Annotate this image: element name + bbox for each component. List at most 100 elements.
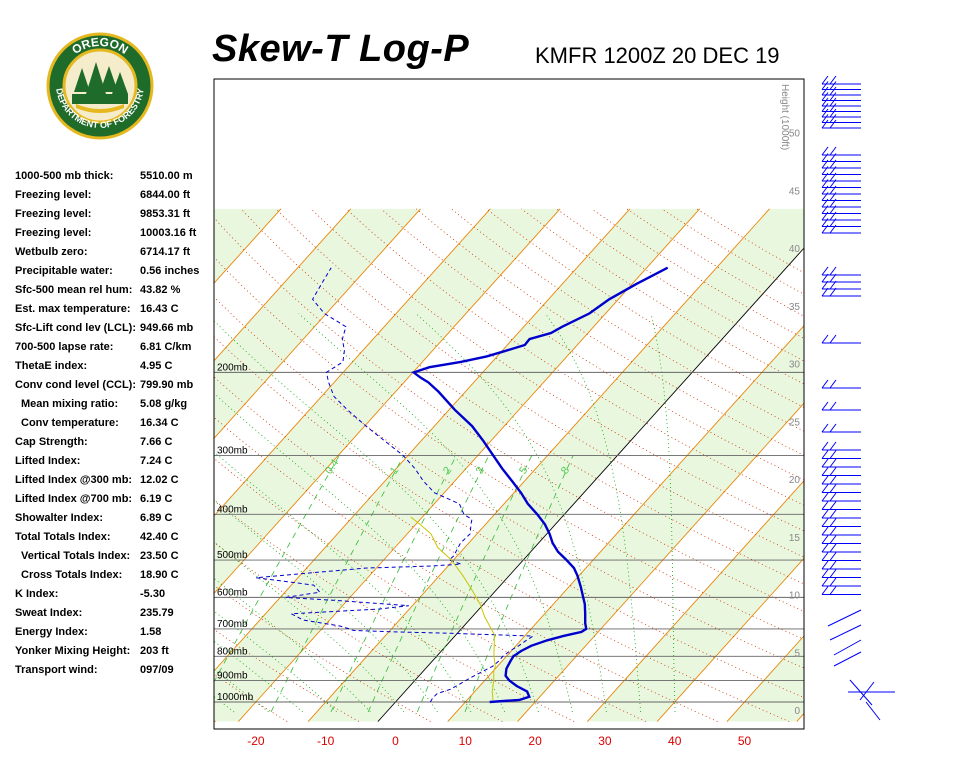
wind-barb-flag <box>821 198 829 208</box>
temperature-bands <box>214 79 804 729</box>
wind-barb-flag <box>821 586 829 595</box>
wind-barb-flag <box>821 153 829 162</box>
index-row: Freezing level: 6844.00 ft <box>15 187 205 206</box>
mixing-ratio-label: 1 <box>388 465 401 477</box>
wind-barb-flag <box>829 86 837 96</box>
x-tick-label: 10 <box>459 734 473 748</box>
wind-barb-flag <box>829 192 837 201</box>
wind-barb-flag <box>829 211 837 221</box>
isotherm-line <box>214 208 352 362</box>
wind-barb <box>859 681 875 701</box>
isobar-label: 600mb <box>217 587 248 598</box>
wind-barb-flag <box>829 172 837 182</box>
index-value: 5510.00 m <box>140 170 193 182</box>
wind-barb-flag <box>829 569 837 578</box>
wind-barb-flag <box>821 75 829 85</box>
height-tick-label: 20 <box>789 475 801 486</box>
x-tick-label: 40 <box>668 734 682 748</box>
wind-barb-flag <box>821 467 829 476</box>
wind-barb-flag <box>821 334 829 344</box>
wind-barb-flag <box>829 509 837 519</box>
wind-barb-flag <box>821 577 829 587</box>
wind-barb-flag <box>829 280 837 290</box>
height-tick-label: 40 <box>789 244 801 255</box>
mixing-ratio-line <box>214 455 340 683</box>
index-value: 6.19 C <box>140 493 173 505</box>
isotherm-line <box>796 712 804 722</box>
index-value: 7.66 C <box>140 436 173 448</box>
dry-adiabat <box>214 457 646 722</box>
height-tick-label: 45 <box>789 186 801 197</box>
wind-barb-flag <box>829 159 837 169</box>
height-tick-label: 10 <box>789 591 801 602</box>
wind-barb-flag <box>821 569 829 578</box>
index-value: 16.43 C <box>140 303 179 315</box>
wind-barb-flag <box>829 543 837 553</box>
index-label: Freezing level: <box>15 189 92 201</box>
wind-barb-flag <box>829 97 837 107</box>
isotherm-line <box>447 324 804 722</box>
isotherm-line <box>214 208 491 517</box>
isobar-label: 700mb <box>217 619 248 630</box>
x-tick-label: -10 <box>317 734 335 748</box>
index-row: Lifted Index: 7.24 C <box>15 453 205 472</box>
index-label: Lifted Index @300 mb: <box>15 474 133 486</box>
index-value: 43.82 % <box>140 284 181 296</box>
dry-adiabat <box>214 541 503 722</box>
wind-barb-flag <box>829 586 837 595</box>
mixing-ratio-label: 2 <box>441 465 454 477</box>
plot-frame <box>213 78 805 730</box>
wind-barb-flag <box>821 103 829 112</box>
mixing-ratio-line <box>464 455 574 713</box>
index-value: 18.90 C <box>140 569 179 581</box>
wind-barb-flag <box>821 179 829 188</box>
chart-grid <box>0 208 804 722</box>
index-row: Precipitable water: 0.56 inches <box>15 263 205 282</box>
wind-barb-flag <box>821 484 829 493</box>
wind-barb-flag <box>829 379 837 389</box>
dry-adiabat <box>310 208 804 532</box>
index-row: Vertical Totals Index: 23.50 C <box>15 548 205 567</box>
index-label: Mean mixing ratio: <box>21 398 119 410</box>
index-row: Showalter Index: 6.89 C <box>15 510 205 529</box>
wind-barb-flag <box>829 334 837 344</box>
mixing-ratio-line <box>416 455 533 713</box>
index-row: Freezing level: 9853.31 ft <box>15 206 205 225</box>
wind-barb-flag <box>821 560 829 570</box>
wind-barb-flag <box>829 114 837 123</box>
index-row: Transport wind: 097/09 <box>15 662 205 681</box>
height-tick-label: 25 <box>789 417 801 428</box>
stability-indices-panel: 1000-500 mb thick: 5510.00 m Freezing leve… <box>15 168 205 681</box>
index-label: Precipitable water: <box>15 265 113 277</box>
index-row: Sweat Index: 235.79 <box>15 605 205 624</box>
index-label: Sweat Index: <box>15 607 83 619</box>
height-tick-label: 5 <box>794 648 800 659</box>
wind-barb-flag <box>821 450 829 459</box>
wind-barb-flag <box>821 509 829 519</box>
isotherm-line <box>656 557 804 722</box>
index-value: 4.95 C <box>140 360 173 372</box>
wind-barb-flag <box>821 526 829 536</box>
isotherm-line <box>0 209 72 722</box>
index-row: Lifted Index @300 mb: 12.02 C <box>15 472 205 491</box>
index-row: Lifted Index @700 mb: 6.19 C <box>15 491 205 510</box>
isotherm-line <box>0 209 141 722</box>
wind-barb-flag <box>821 401 829 411</box>
mixing-ratio-line <box>270 455 405 713</box>
dry-adiabat <box>214 376 790 722</box>
wind-barb-flag <box>829 526 837 536</box>
wind-barb-flag <box>821 458 829 468</box>
index-value: 235.79 <box>140 607 174 619</box>
index-value: 6.81 C/km <box>140 341 192 353</box>
wind-barb-flag <box>821 492 829 502</box>
dry-adiabat <box>380 208 804 481</box>
series-line <box>256 267 535 703</box>
wind-barb-flag <box>821 97 829 107</box>
index-value: 23.50 C <box>140 550 179 562</box>
index-label: Sfc-Lift cond lev (LCL): <box>15 322 136 334</box>
isotherm-line <box>237 208 701 722</box>
wind-barb-flag <box>821 441 829 451</box>
wind-barb-flag <box>821 266 829 276</box>
isotherm-line <box>586 480 804 722</box>
